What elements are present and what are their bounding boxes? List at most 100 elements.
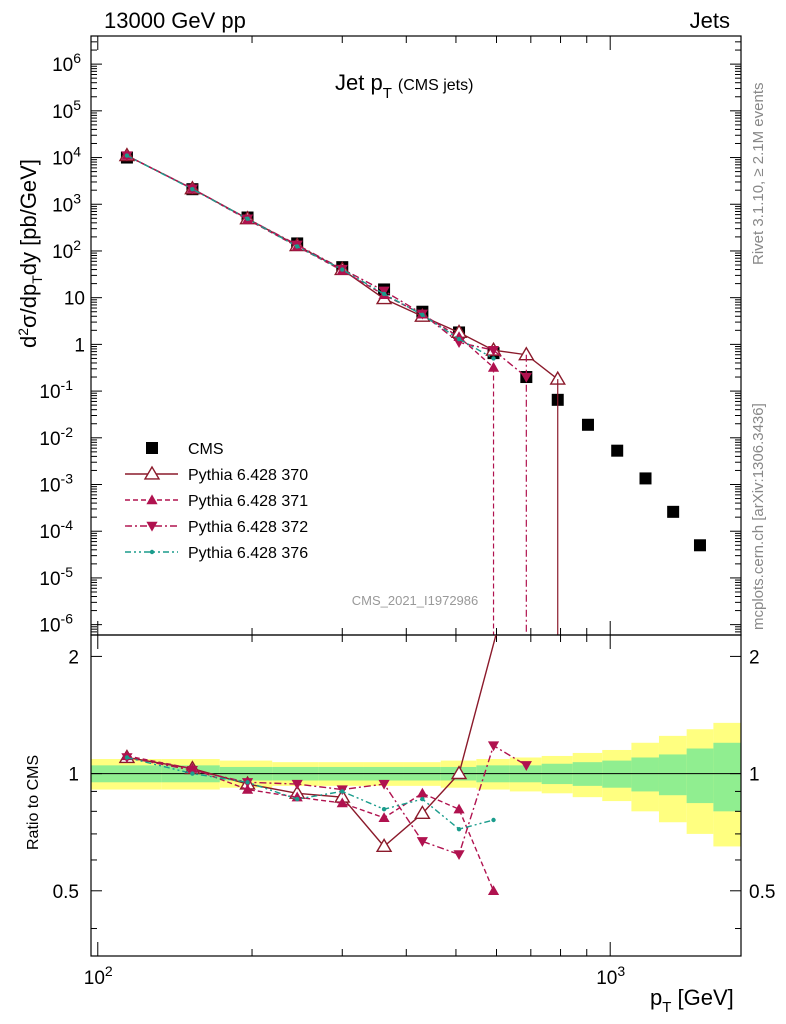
legend-marker	[143, 465, 161, 480]
series-line	[126, 154, 494, 360]
series-line	[126, 154, 527, 378]
y-tick-label: 105	[52, 97, 81, 123]
y-tick-label: 10-3	[39, 471, 73, 497]
ratio-line	[126, 756, 494, 830]
legend-marker	[146, 494, 158, 505]
ratio-point	[245, 780, 250, 785]
ratio-frame	[90, 634, 742, 957]
legend-label: Pythia 6.428 371	[188, 493, 308, 510]
ratio-line	[126, 755, 495, 892]
x-axis-label: pT [GeV]	[650, 985, 734, 1016]
y-tick-label: 102	[52, 237, 81, 263]
x-tick-label: 103	[596, 963, 625, 989]
data-point	[294, 244, 300, 249]
title-suffix: (CMS jets)	[398, 77, 474, 94]
watermark: CMS_2021_I1972986	[352, 593, 479, 608]
ratio-point	[520, 761, 532, 771]
ratio-y-tick-label-right: 2	[749, 647, 760, 668]
y-tick-label: 10-1	[39, 377, 73, 403]
data-point	[378, 286, 390, 297]
ratio-point	[420, 796, 425, 802]
legend-marker	[146, 521, 158, 532]
ratio-y-tick-label: 1	[68, 765, 79, 786]
data-point	[340, 267, 345, 272]
data-point	[381, 291, 387, 297]
ratio-point	[491, 817, 496, 823]
title-main: Jet p	[335, 70, 383, 95]
ratio-point	[487, 741, 500, 752]
data-point	[420, 312, 425, 317]
ratio-point	[453, 803, 465, 814]
ratio-line	[126, 744, 527, 856]
legend-label: Pythia 6.428 376	[188, 545, 308, 562]
ratio-point	[487, 885, 500, 895]
data-point	[487, 346, 500, 356]
header-right: Jets	[690, 8, 730, 33]
data-point	[581, 418, 594, 431]
rivet-label: Rivet 3.1.10, ≥ 2.1M events	[750, 83, 767, 266]
main-panel: 10-6 10-5 10-4 10-3 10-2 10-11 10 102 103 104 105 1…	[39, 35, 742, 637]
ratio-point	[336, 797, 348, 808]
data-point	[124, 153, 130, 158]
header-left: 13000 GeV pp	[104, 8, 246, 33]
legend-label: Pythia 6.428 372	[188, 519, 308, 536]
y-tick-label: 10-2	[39, 424, 73, 450]
ratio-point	[291, 779, 303, 790]
ratio-point	[416, 837, 428, 847]
ratio-point	[241, 783, 254, 794]
ratio-line	[126, 635, 497, 848]
mcplots-label: mcplots.cern.ch [arXiv:1306.3436]	[750, 403, 767, 630]
data-point	[611, 444, 624, 457]
band-inner	[602, 760, 632, 788]
x-tick-label: 102	[84, 963, 113, 989]
ratio-point	[124, 755, 130, 760]
ratio-point	[414, 805, 431, 820]
ratio-y-label: Ratio to CMS	[25, 755, 42, 850]
data-point	[190, 187, 195, 192]
legend-marker	[149, 549, 155, 555]
ratio-y-tick-label-right: 0.5	[749, 882, 775, 903]
y-tick-label: 10-6	[39, 611, 73, 637]
ratio-point	[416, 787, 428, 798]
ratio-point	[378, 812, 390, 822]
band-inner	[631, 757, 659, 792]
ratio-y-tick-label: 0.5	[53, 882, 79, 903]
ratio-point	[340, 789, 345, 794]
ratio-point	[453, 850, 465, 861]
y-tick-label: 10-4	[39, 517, 73, 543]
y-tick-label: 106	[52, 50, 81, 76]
data-point	[456, 336, 462, 342]
ratio-y-tick-label-right: 1	[749, 765, 760, 786]
main-title: Jet pT (CMS jets)	[335, 70, 473, 102]
y-tick-label: 10	[64, 289, 85, 310]
y-tick-label: 104	[52, 144, 81, 170]
ratio-y-tick-label: 2	[68, 647, 79, 668]
ratio-point	[450, 765, 468, 780]
y-axis-label: d2σ/dpTdy [pb/GeV]	[15, 159, 45, 348]
band-inner	[658, 754, 687, 796]
ratio-point	[294, 796, 300, 802]
y-tick-label: 103	[52, 190, 81, 216]
data-point	[693, 539, 706, 552]
y-tick-label: 10-5	[39, 564, 73, 590]
ratio-point	[378, 779, 390, 790]
data-point	[520, 372, 532, 383]
y-tick-label: 1	[74, 335, 85, 356]
ratio-point	[375, 838, 393, 853]
data-point	[491, 356, 496, 361]
legend: CMS Pythia 6.428 370 Pythia 6.428 371 Pythi…	[125, 441, 308, 562]
band-inner	[686, 748, 714, 804]
legend-marker	[146, 442, 158, 454]
ratio-point	[381, 807, 387, 812]
data-point	[667, 505, 680, 518]
title-sub: T	[383, 85, 392, 102]
data-point	[245, 216, 250, 221]
ratio-panel: 102 103 0.5 0.5 1 1 2 2	[53, 634, 775, 989]
data-point	[639, 472, 652, 485]
ratio-series-group	[118, 635, 532, 895]
series-line	[126, 154, 494, 369]
legend-label: Pythia 6.428 370	[188, 467, 308, 484]
band-inner	[713, 742, 741, 812]
ratio-point	[291, 791, 303, 802]
